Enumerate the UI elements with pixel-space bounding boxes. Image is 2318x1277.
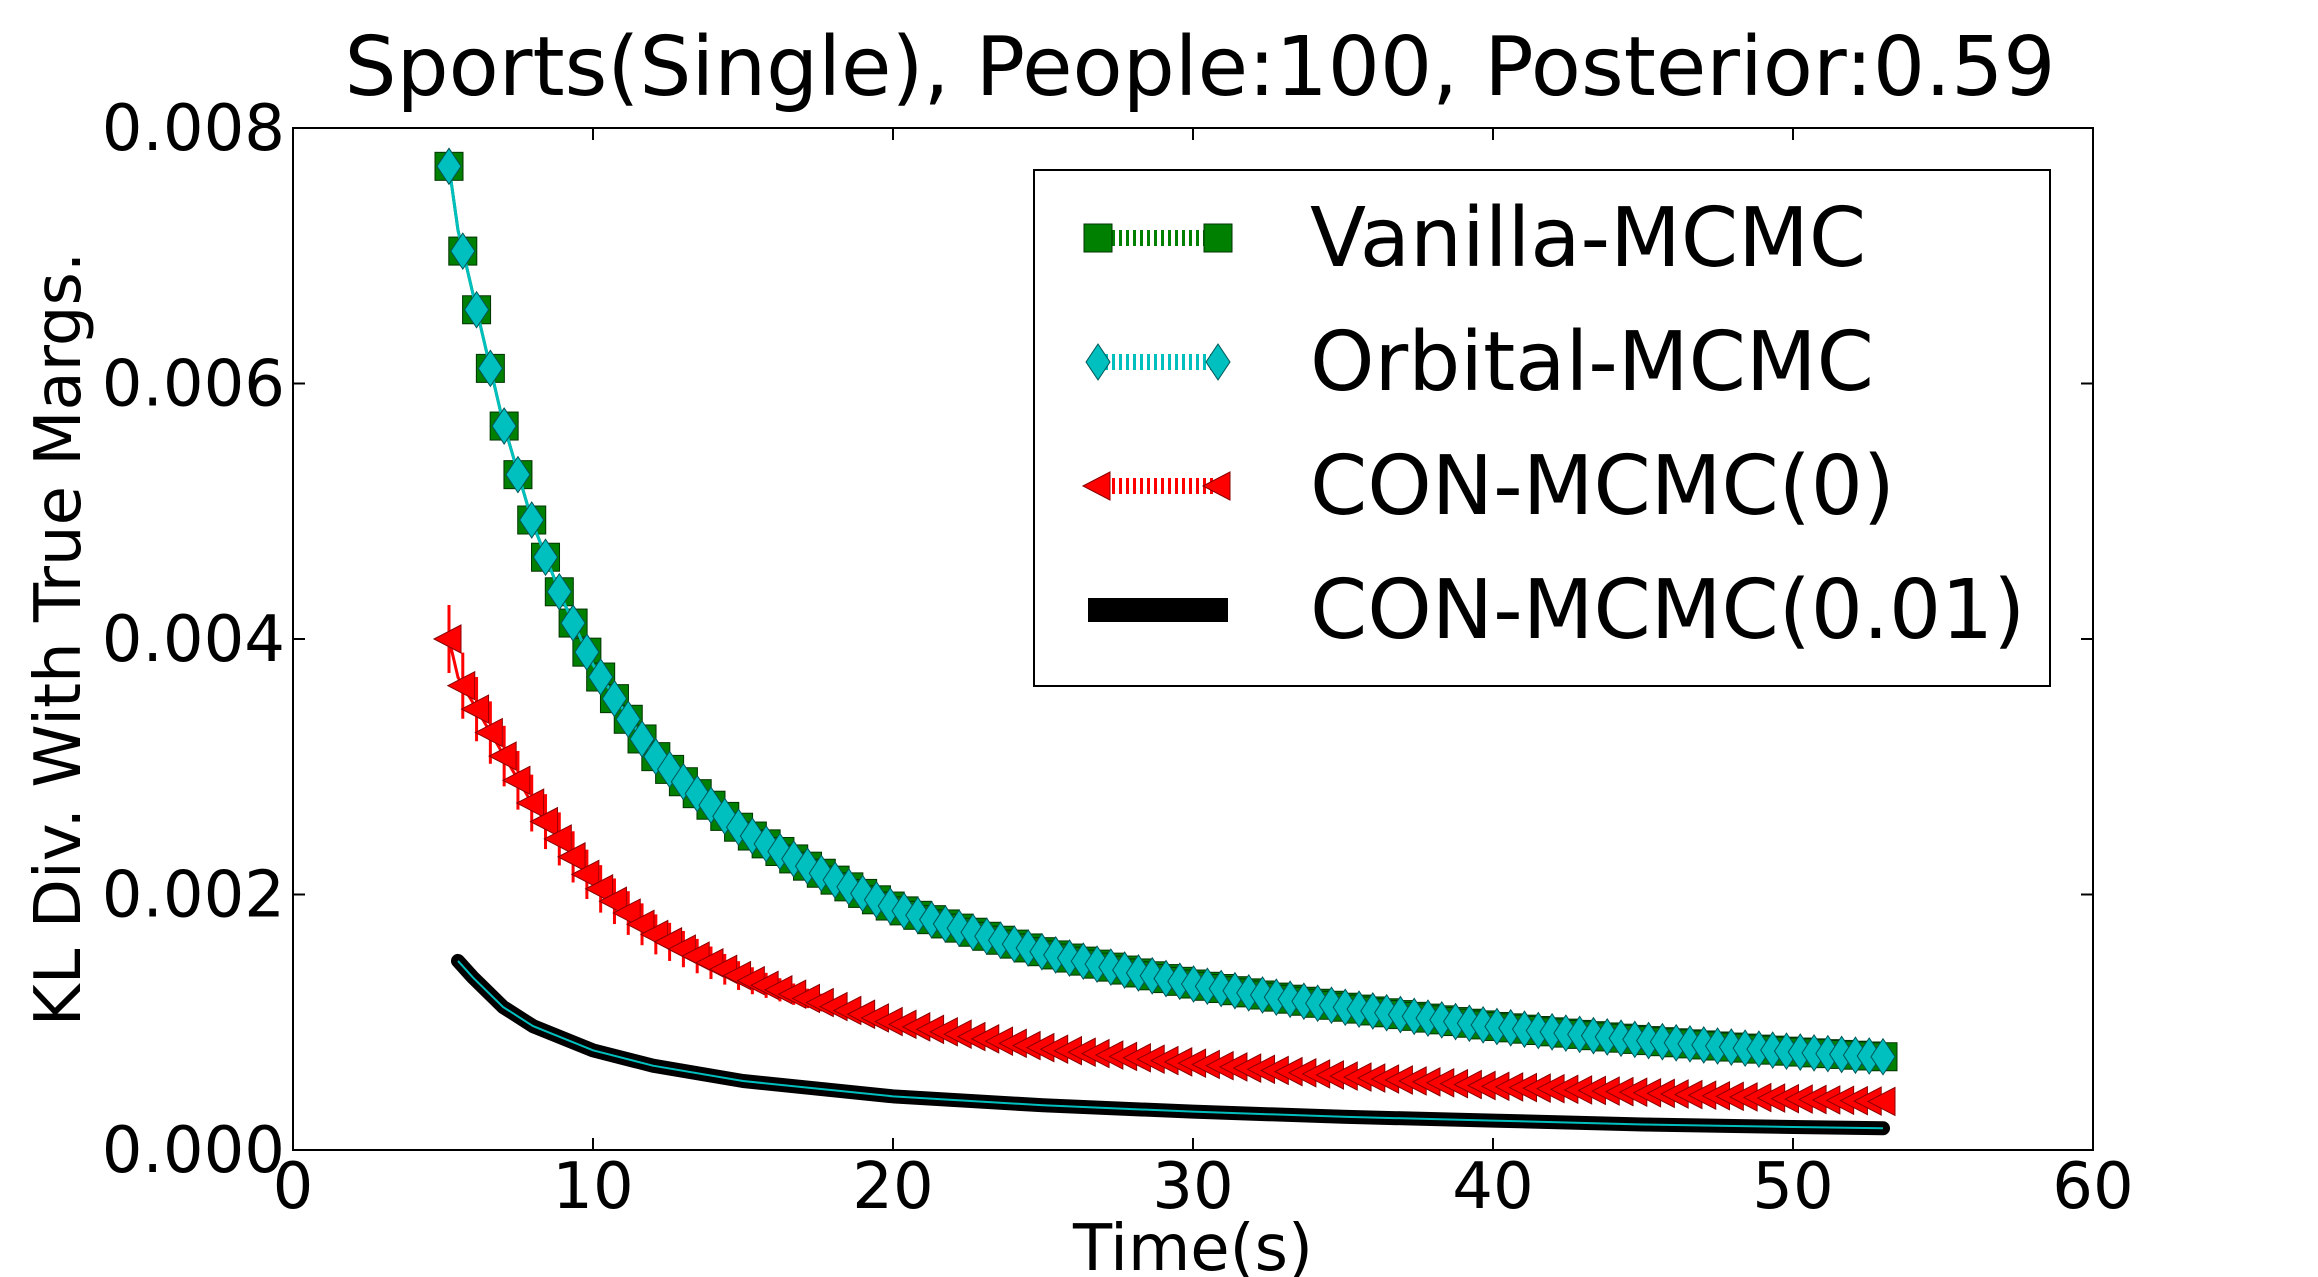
data-point	[505, 455, 531, 494]
data-point	[519, 501, 545, 539]
data-point	[501, 765, 531, 796]
data-point	[560, 604, 586, 642]
data-point	[532, 538, 559, 577]
data-point	[584, 874, 614, 904]
y-tick-label: 0.008	[102, 92, 285, 166]
data-point	[629, 720, 655, 758]
y-tick-label: 0.006	[102, 348, 285, 422]
data-point	[615, 700, 641, 739]
y-tick-labels: 0.000 0.002 0.004 0.006 0.008	[102, 92, 285, 1188]
x-tick-label: 30	[1152, 1150, 1233, 1224]
x-tick-labels: 0 10 20 30 40 50 60	[273, 1150, 2134, 1224]
x-tick-label: 40	[1452, 1150, 1533, 1224]
y-tick-label: 0.000	[102, 1114, 285, 1188]
data-point	[460, 694, 490, 724]
data-point	[432, 624, 462, 654]
legend-entry: CON-MCMC(0)	[1081, 439, 1895, 534]
series-line-inner	[457, 960, 1884, 1130]
x-axis-label: Time(s)	[1072, 1212, 1313, 1277]
legend-label: CON-MCMC(0)	[1310, 439, 1895, 534]
legend-swatch-marker	[1081, 471, 1111, 501]
data-point	[570, 859, 600, 890]
data-point	[598, 886, 627, 917]
legend-entry: Vanilla-MCMC	[1083, 191, 1866, 286]
data-point	[546, 572, 572, 611]
x-tick-label: 0	[273, 1150, 314, 1224]
series-orbital-mcmc	[436, 147, 1896, 1076]
y-tick-label: 0.004	[102, 603, 285, 677]
x-tick-label: 20	[852, 1150, 933, 1224]
data-series	[432, 147, 1898, 1136]
legend-swatch-marker	[1085, 343, 1111, 381]
legend-swatch-marker	[1205, 343, 1231, 381]
data-point	[446, 670, 476, 701]
data-point	[588, 658, 614, 696]
data-point	[488, 741, 517, 771]
legend: Vanilla-MCMC Orbital-MCMC CON-MCMC(0) CON-M…	[1033, 169, 2051, 687]
legend-entry: CON-MCMC(0.01)	[1088, 563, 2025, 658]
legend-entry: Orbital-MCMC	[1085, 315, 1874, 410]
data-point	[529, 806, 559, 837]
x-tick-label: 50	[1752, 1150, 1833, 1224]
data-point	[474, 717, 503, 748]
legend-swatch-marker	[1201, 471, 1231, 501]
data-point	[1870, 1037, 1896, 1076]
data-point	[574, 633, 600, 672]
x-tick-label: 60	[2052, 1150, 2133, 1224]
legend-swatch-marker	[1203, 223, 1233, 253]
data-point	[557, 842, 586, 872]
y-axis-label: KL Div. With True Margs.	[22, 252, 96, 1027]
data-point	[601, 679, 628, 718]
data-point	[463, 290, 490, 329]
series-con-mcmc-0-01-	[451, 953, 1890, 1136]
data-point	[436, 147, 462, 186]
legend-label: CON-MCMC(0.01)	[1310, 563, 2025, 658]
legend-label: Orbital-MCMC	[1310, 315, 1874, 410]
data-point	[1866, 1086, 1896, 1117]
data-point	[515, 788, 545, 818]
legend-swatch-marker	[1083, 223, 1113, 253]
data-point	[543, 824, 572, 854]
series-con-mcmc-0-	[432, 605, 1896, 1117]
y-tick-label: 0.002	[102, 859, 285, 933]
axis-ticks	[292, 127, 2094, 1151]
legend-label: Vanilla-MCMC	[1310, 191, 1866, 286]
data-point	[477, 349, 503, 388]
x-tick-label: 10	[552, 1150, 633, 1224]
chart-title: Sports(Single), People:100, Posterior:0.…	[345, 20, 2056, 115]
data-point	[612, 898, 641, 928]
data-point	[450, 232, 476, 270]
data-point	[491, 407, 517, 445]
legend-entries: Vanilla-MCMC Orbital-MCMC CON-MCMC(0) CON-M…	[1081, 191, 2025, 658]
